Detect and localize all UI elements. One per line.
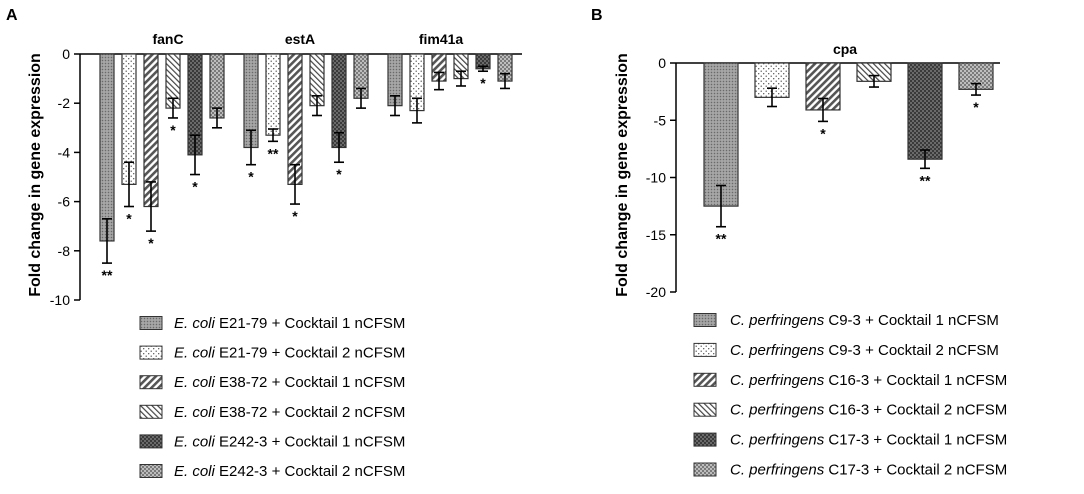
- legend-label: C. perfringens C16-3 + Cocktail 1 nCFSM: [730, 372, 1007, 389]
- legend-species: C. perfringens: [730, 312, 825, 329]
- legend-species: E. coli: [174, 404, 216, 421]
- significance-label: **: [268, 145, 279, 161]
- y-tick-label: -2: [58, 95, 71, 111]
- y-tick-label: -15: [646, 227, 666, 243]
- legend-swatch: [693, 372, 717, 387]
- significance-label: *: [820, 125, 826, 141]
- legend-label: E. coli E242-3 + Cocktail 1 nCFSM: [174, 433, 405, 450]
- legend-label: E. coli E21-79 + Cocktail 1 nCFSM: [174, 315, 405, 332]
- chart-panel-a: 0 -2 -4 -6 -8 -10 Fold change in gene expressi…: [27, 31, 522, 480]
- bar: [703, 62, 739, 207]
- legend-swatch: [139, 375, 163, 390]
- legend-strain-text: C9-3 + Cocktail 1 nCFSM: [824, 312, 999, 329]
- legend-label: C. perfringens C9-3 + Cocktail 2 nCFSM: [730, 342, 999, 359]
- significance-label: *: [170, 122, 176, 138]
- legend-label: C. perfringens C17-3 + Cocktail 2 nCFSM: [730, 462, 1007, 479]
- legend-species: E. coli: [174, 433, 216, 450]
- y-tick-label: -10: [646, 170, 666, 186]
- significance-label: **: [920, 172, 931, 188]
- y-tick-label: -5: [654, 112, 667, 128]
- legend-swatch: [139, 464, 163, 478]
- legend-strain-text: E21-79 + Cocktail 1 nCFSM: [215, 315, 406, 332]
- legend-strain-text: E242-3 + Cocktail 2 nCFSM: [215, 463, 406, 480]
- legend-species: C. perfringens: [730, 372, 825, 389]
- y-axis-label: Fold change in gene expression: [614, 53, 631, 297]
- legend-strain-text: C16-3 + Cocktail 1 nCFSM: [824, 372, 1007, 389]
- legend-species: C. perfringens: [730, 342, 825, 359]
- legend-swatch: [693, 432, 717, 447]
- legend-label: E. coli E21-79 + Cocktail 2 nCFSM: [174, 345, 405, 362]
- significance-label: *: [336, 166, 342, 182]
- legend-label: C. perfringens C16-3 + Cocktail 2 nCFSM: [730, 402, 1007, 419]
- y-tick-label: -20: [646, 284, 666, 300]
- legend-strain-text: C9-3 + Cocktail 2 nCFSM: [824, 342, 999, 359]
- group-label-fanc: fanC: [152, 31, 183, 47]
- group-label-cpa: cpa: [833, 41, 857, 57]
- legend-label: E. coli E242-3 + Cocktail 2 nCFSM: [174, 463, 405, 480]
- legend-strain-text: C16-3 + Cocktail 2 nCFSM: [824, 402, 1007, 419]
- legend-label: C. perfringens C9-3 + Cocktail 1 nCFSM: [730, 312, 999, 329]
- legend-swatch: [139, 404, 163, 419]
- legend-strain-text: E21-79 + Cocktail 2 nCFSM: [215, 345, 406, 362]
- legend-label: C. perfringens C17-3 + Cocktail 1 nCFSM: [730, 432, 1007, 449]
- significance-label: *: [480, 75, 486, 91]
- legend-label: E. coli E38-72 + Cocktail 2 nCFSM: [174, 404, 405, 421]
- legend-swatch: [693, 402, 717, 417]
- significance-label: *: [126, 211, 132, 227]
- legend-swatch: [139, 434, 163, 449]
- legend-swatch: [693, 313, 717, 327]
- y-tick-label: -10: [50, 292, 70, 308]
- legend-strain-text: C17-3 + Cocktail 2 nCFSM: [824, 462, 1007, 479]
- legend-species: E. coli: [174, 345, 216, 362]
- legend-species: C. perfringens: [730, 402, 825, 419]
- legend-swatch: [139, 316, 163, 330]
- chart-panel-b: 0 -5 -10 -15 -20 Fold change in gene expressi…: [614, 41, 1007, 479]
- group-label-esta: estA: [285, 31, 315, 47]
- legend-strain-text: E38-72 + Cocktail 2 nCFSM: [215, 404, 406, 421]
- legend-label: E. coli E38-72 + Cocktail 1 nCFSM: [174, 374, 405, 391]
- y-tick-label: 0: [62, 46, 70, 62]
- y-tick-label: -8: [58, 243, 71, 259]
- legend-swatch: [693, 342, 717, 357]
- y-tick-label: 0: [658, 55, 666, 71]
- bar: [265, 53, 281, 136]
- y-tick-label: -6: [58, 194, 71, 210]
- legend-swatch: [139, 345, 163, 360]
- significance-label: *: [148, 235, 154, 251]
- y-axis-label: Fold change in gene expression: [27, 53, 44, 297]
- significance-label: **: [716, 231, 727, 247]
- significance-label: *: [292, 208, 298, 224]
- legend-strain-text: E242-3 + Cocktail 1 nCFSM: [215, 433, 406, 450]
- legend-swatch: [693, 462, 717, 477]
- legend-species: C. perfringens: [730, 462, 825, 479]
- legend-strain-text: C17-3 + Cocktail 1 nCFSM: [824, 432, 1007, 449]
- group-label-fim41a: fim41a: [419, 31, 464, 47]
- legend-species: C. perfringens: [730, 432, 825, 449]
- legend-species: E. coli: [174, 374, 216, 391]
- significance-label: **: [102, 267, 113, 283]
- legend-species: E. coli: [174, 463, 216, 480]
- significance-label: *: [248, 169, 254, 185]
- legend-strain-text: E38-72 + Cocktail 1 nCFSM: [215, 374, 406, 391]
- legend-species: E. coli: [174, 315, 216, 332]
- bar: [907, 62, 943, 160]
- panel-label-b: B: [591, 7, 603, 24]
- significance-label: *: [973, 99, 979, 115]
- panel-label-a: A: [6, 7, 18, 24]
- y-tick-label: -4: [58, 144, 71, 160]
- bar: [99, 53, 115, 242]
- significance-label: *: [192, 179, 198, 195]
